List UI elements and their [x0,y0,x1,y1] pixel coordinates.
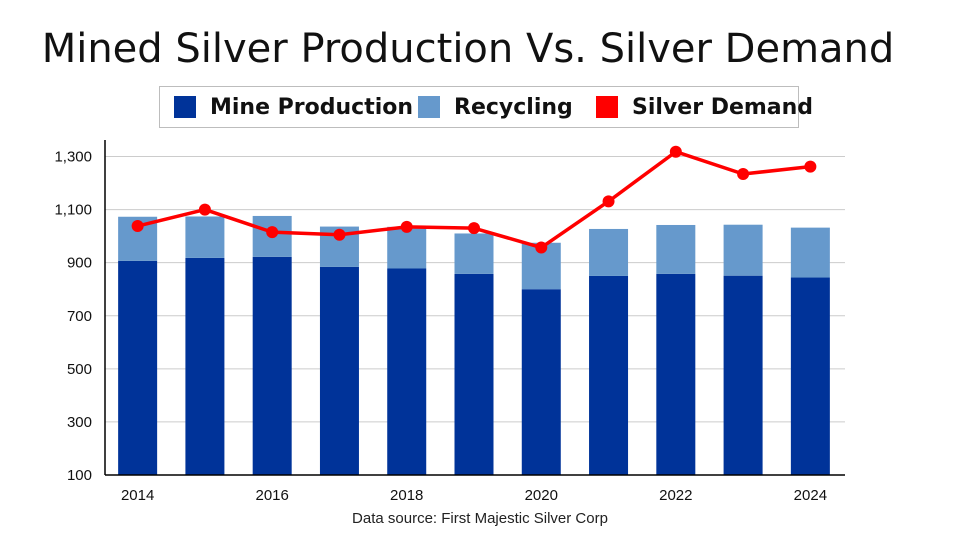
bar-mine-production [790,277,830,475]
legend-swatch-silver-demand [596,96,618,118]
y-tick-label: 1,100 [54,202,92,219]
bar-mine-production [454,273,494,475]
point-silver-demand [737,168,750,181]
y-tick-label: 700 [67,308,92,325]
point-silver-demand [468,222,480,235]
y-tick-label: 500 [67,361,92,378]
legend-item-silver-demand: Silver Demand [596,87,813,127]
legend-item-recycling: Recycling [418,87,573,127]
point-silver-demand [131,220,144,233]
bar-mine-production [387,268,427,475]
bar-recycling [454,233,494,274]
point-silver-demand [198,203,211,216]
point-silver-demand [669,145,682,158]
bar-recycling [185,216,225,258]
bar-mine-production [185,257,225,475]
point-silver-demand [602,195,615,208]
bar-mine-production [118,260,158,475]
point-silver-demand [333,228,346,241]
bar-mine-production [589,275,629,475]
x-tick-label: 2018 [390,487,423,504]
y-tick-label: 100 [67,467,92,484]
bar-recycling [656,224,696,274]
legend-label-recycling: Recycling [454,94,573,120]
point-silver-demand [535,241,548,254]
y-tick-label: 900 [67,255,92,272]
legend-swatch-mine-production [174,96,196,118]
x-tick-label: 2016 [255,487,288,504]
bar-recycling [723,224,763,276]
bar-mine-production [252,256,292,475]
bar-mine-production [521,289,561,475]
point-silver-demand [266,226,279,239]
point-silver-demand [804,160,817,173]
x-tick-label: 2022 [659,487,692,504]
chart-title: Mined Silver Production Vs. Silver Deman… [41,26,895,72]
y-tick-label: 300 [67,414,92,431]
bar-recycling [387,226,427,269]
y-tick-label: 1,300 [54,149,92,166]
legend-label-mine-production: Mine Production [210,94,414,120]
bar-mine-production [319,266,359,475]
legend-item-mine-production: Mine Production [174,87,413,127]
legend-swatch-recycling [418,96,440,118]
point-silver-demand [400,220,413,233]
bar-recycling [589,228,629,276]
legend-label-silver-demand: Silver Demand [632,94,814,120]
data-source-note: Data source: First Majestic Silver Corp [352,510,608,527]
x-tick-label: 2014 [121,487,154,504]
x-tick-label: 2024 [794,487,827,504]
x-tick-label: 2020 [525,487,558,504]
bar-mine-production [656,273,696,475]
legend: Mine Production Recycling Silver Demand [159,86,813,128]
bar-recycling [790,227,830,278]
bar-mine-production [723,275,763,475]
